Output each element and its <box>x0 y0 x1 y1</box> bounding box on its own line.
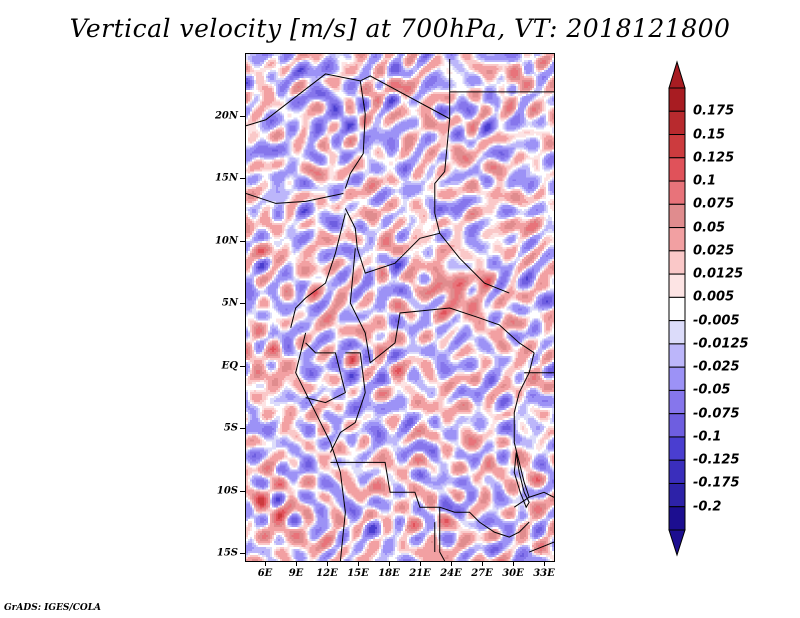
colorbar-box <box>668 320 686 345</box>
colorbar-label: 0.125 <box>693 150 735 166</box>
x-tick <box>420 562 421 566</box>
colorbar-label: 0.1 <box>693 173 717 189</box>
border-cameroon-car <box>349 248 371 363</box>
x-tick-label: 21E <box>409 568 431 579</box>
colorbar-arrow-top <box>668 60 686 89</box>
x-tick <box>296 562 297 566</box>
colorbar-box <box>668 134 686 159</box>
colorbar-label: -0.005 <box>693 313 740 329</box>
colorbar-label: 0.075 <box>693 196 735 212</box>
y-tick <box>240 366 245 367</box>
colorbar-label: -0.05 <box>693 382 731 398</box>
colorbar-label: 0.05 <box>693 220 726 236</box>
border-drc-east <box>513 352 535 498</box>
x-tick-label: 27E <box>471 568 493 579</box>
y-tick <box>240 241 245 242</box>
y-tick <box>240 116 245 117</box>
x-tick <box>513 562 514 566</box>
colorbar-box <box>668 227 686 252</box>
x-tick-label: 15E <box>347 568 369 579</box>
country-borders <box>246 58 554 561</box>
colorbar-box <box>668 110 686 136</box>
border-nigeria-north <box>246 192 344 204</box>
y-tick <box>240 428 245 429</box>
colorbar-box <box>668 203 686 229</box>
y-tick-label: 15S <box>216 547 238 559</box>
colorbar-label: -0.175 <box>693 475 740 491</box>
colorbar-label: 0.005 <box>693 289 735 305</box>
coast-west-africa <box>295 332 346 561</box>
colorbar-box <box>668 296 686 322</box>
y-tick <box>240 553 245 554</box>
x-tick <box>544 562 545 566</box>
x-tick <box>358 562 359 566</box>
colorbar-box <box>668 343 686 368</box>
border-chad-sudan <box>434 118 451 234</box>
border-cameroon-west <box>290 213 346 329</box>
colorbar-box <box>668 250 686 275</box>
border-chad-south <box>344 208 510 294</box>
colorbar-box <box>668 180 686 205</box>
colorbar-box <box>668 273 686 298</box>
colorbar <box>668 60 686 557</box>
x-tick <box>451 562 452 566</box>
colorbar-label: -0.125 <box>693 452 740 468</box>
border-gabon <box>305 342 346 404</box>
colorbar-box <box>668 389 686 415</box>
colorbar-label: 0.15 <box>693 127 726 143</box>
colorbar-label: -0.2 <box>693 499 722 515</box>
colorbar-box <box>668 436 686 461</box>
x-tick-label: 18E <box>378 568 400 579</box>
colorbar-label: 0.025 <box>693 243 735 259</box>
border-zambia-malawi <box>513 491 554 508</box>
colorbar-box <box>668 157 686 182</box>
colorbar-box <box>668 87 686 112</box>
y-tick-label: 5S <box>223 422 238 434</box>
colorbar-box <box>668 413 686 438</box>
border-congo <box>330 352 366 453</box>
border-niger-chad <box>344 80 366 189</box>
y-tick <box>240 491 245 492</box>
colorbar-label: 0.175 <box>693 103 735 119</box>
x-tick <box>389 562 390 566</box>
chart-title: Vertical velocity [m/s] at 700hPa, VT: 2… <box>69 14 731 43</box>
lake-tanganyika <box>513 452 530 509</box>
colorbar-label: -0.075 <box>693 406 740 422</box>
x-tick-label: 24E <box>440 568 462 579</box>
border-algeria-niger <box>246 58 451 127</box>
y-tick-label: 5N <box>221 297 238 309</box>
y-tick <box>240 303 245 304</box>
x-tick <box>327 562 328 566</box>
y-tick-label: 20N <box>214 110 238 122</box>
y-tick-label: EQ <box>221 360 238 372</box>
border-drc-zambia <box>439 506 530 538</box>
colorbar-arrow-bottom <box>668 529 686 557</box>
x-tick-label: 9E <box>288 568 304 579</box>
x-tick <box>265 562 266 566</box>
colorbar-box <box>668 459 686 484</box>
y-tick-label: 15N <box>214 172 238 184</box>
colorbar-label: -0.1 <box>693 429 722 445</box>
colorbar-box <box>668 506 686 531</box>
colorbar-label: -0.0125 <box>693 336 749 352</box>
grads-credit: GrADS: IGES/COLA <box>4 603 102 613</box>
x-tick <box>482 562 483 566</box>
y-tick-label: 10N <box>214 235 238 247</box>
map-panel <box>245 53 555 562</box>
x-tick-label: 6E <box>257 568 273 579</box>
colorbar-label: -0.025 <box>693 359 740 375</box>
border-car-drc <box>369 307 535 364</box>
vertical-velocity-field <box>246 54 554 561</box>
colorbar-box <box>668 482 686 508</box>
y-tick <box>240 178 245 179</box>
y-tick-label: 10S <box>216 485 238 497</box>
x-tick-label: 12E <box>316 568 338 579</box>
colorbar-label: 0.0125 <box>693 266 744 282</box>
border-mozambique <box>528 541 554 553</box>
x-tick-label: 33E <box>533 568 555 579</box>
border-drc-angola <box>330 461 446 561</box>
colorbar-box <box>668 366 686 391</box>
x-tick-label: 30E <box>502 568 524 579</box>
